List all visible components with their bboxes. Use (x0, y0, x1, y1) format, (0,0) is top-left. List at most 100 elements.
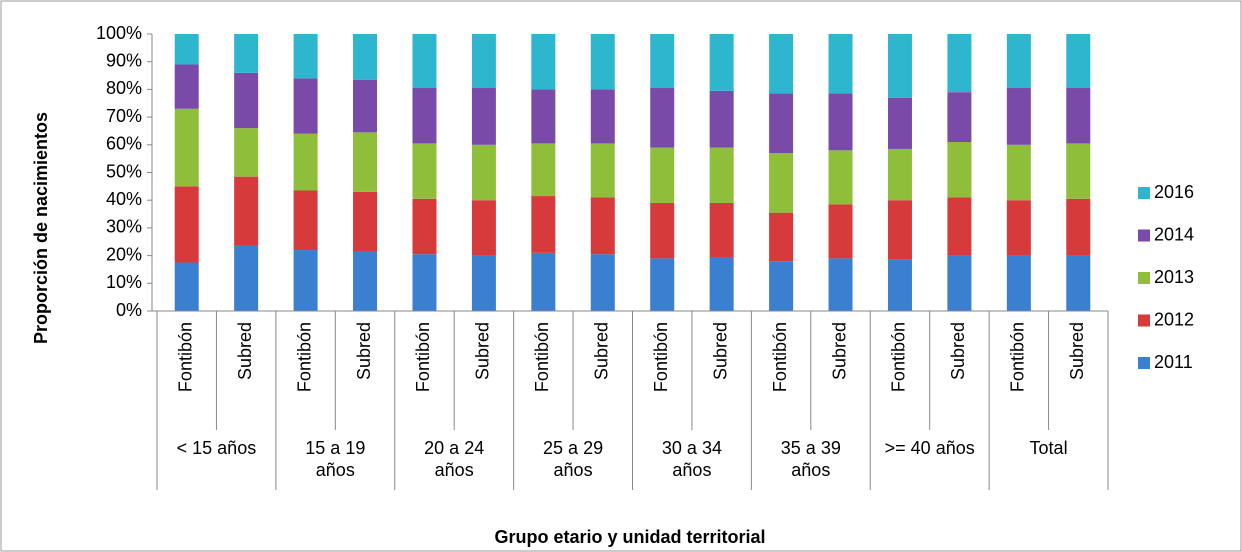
bar-segment (887, 97, 912, 149)
legend-swatch (1138, 314, 1150, 327)
bar-segment (590, 34, 615, 90)
bar-segment (471, 88, 496, 145)
bar-segment (174, 64, 199, 109)
bar-segment (531, 34, 556, 90)
legend-swatch (1138, 272, 1150, 284)
legend-label: 2013 (1154, 267, 1194, 287)
bar-segment (293, 78, 318, 134)
bar-segment (828, 93, 853, 151)
bar-segment (769, 153, 794, 213)
bar-segment (887, 34, 912, 98)
legend-label: 2014 (1154, 224, 1194, 244)
x-tick-label: Subred (710, 322, 730, 380)
y-tick-label: 0% (116, 300, 142, 320)
bar-segment (1066, 255, 1091, 311)
bar-segment (887, 148, 912, 201)
bar-segment (709, 256, 734, 311)
bar-segment (1066, 198, 1091, 256)
bar-segment (650, 258, 675, 311)
bar-segment (293, 190, 318, 251)
bar-segment (1006, 144, 1031, 201)
bar-segment (1066, 143, 1091, 199)
bar-segment (174, 108, 199, 187)
y-tick-label: 30% (106, 217, 142, 237)
bar-segment (293, 250, 318, 311)
bar-segment (531, 143, 556, 197)
bar-segment (293, 34, 318, 79)
bar-segment (234, 245, 259, 311)
x-tick-label: Fontibón (532, 322, 552, 392)
bar-segment (234, 176, 259, 246)
bar-segment (353, 34, 378, 80)
x-tick-label: Fontibón (770, 322, 790, 392)
bar-segment (709, 202, 734, 257)
bar-segment (353, 132, 378, 192)
bar-segment (947, 255, 972, 311)
bar-segment (769, 261, 794, 311)
y-tick-label: 20% (106, 244, 142, 264)
legend-label: 2016 (1154, 182, 1194, 202)
bar-segment (1006, 255, 1031, 311)
legend-swatch (1138, 187, 1150, 199)
x-tick-label: Fontibón (294, 322, 314, 392)
bar-segment (1006, 34, 1031, 89)
x-tick-label: Subred (354, 322, 374, 380)
bar-segment (471, 200, 496, 256)
group-label: 30 a 34 años (661, 438, 722, 480)
bar-segment (412, 34, 437, 89)
bar-segment (412, 143, 437, 199)
x-tick-label: Fontibón (889, 322, 909, 392)
y-tick-label: 80% (106, 78, 142, 98)
bar-segment (531, 89, 556, 144)
bar-segment (709, 34, 734, 91)
bar-segment (947, 92, 972, 143)
bar-segment (293, 133, 318, 191)
bar-segment (828, 150, 853, 205)
y-tick-label: 50% (106, 161, 142, 181)
group-label: < 15 años (176, 438, 257, 458)
y-tick-label: 60% (106, 134, 142, 154)
bar-segment (590, 197, 615, 255)
bar-segment (947, 34, 972, 93)
group-label: >= 40 años (884, 438, 975, 458)
legend-swatch (1138, 229, 1150, 242)
bar-segment (947, 142, 972, 198)
group-label: Total (1029, 438, 1068, 458)
bar-segment (650, 34, 675, 89)
bar-segment (174, 262, 199, 311)
bar-segment (531, 252, 556, 311)
x-tick-label: Fontibón (175, 322, 195, 392)
group-label: 15 a 19 años (305, 438, 366, 480)
bar-segment (828, 258, 853, 311)
bar-segment (353, 79, 378, 133)
y-axis-title: Proporción de nacimientos (31, 112, 51, 344)
bar-segment (828, 204, 853, 259)
bar-segment (590, 143, 615, 198)
bar-segment (412, 254, 437, 311)
bar-segment (590, 89, 615, 144)
bar-segment (650, 147, 675, 203)
x-tick-label: Subred (235, 322, 255, 380)
bar-segment (828, 34, 853, 94)
bar-segment (531, 196, 556, 253)
bar-segment (1006, 200, 1031, 256)
bar-segment (650, 202, 675, 259)
x-tick-label: Subred (1067, 322, 1087, 380)
x-tick-label: Fontibón (651, 322, 671, 392)
group-label: 35 a 39 años (780, 438, 841, 480)
bar-segment (353, 251, 378, 311)
x-tick-label: Subred (473, 322, 493, 380)
bar-segment (174, 186, 199, 263)
bar-segment (769, 93, 794, 154)
bar-segment (234, 34, 259, 73)
bar-segment (590, 254, 615, 311)
bar-segment (887, 259, 912, 311)
group-label: 25 a 29 años (543, 438, 604, 480)
bar-segment (769, 212, 794, 262)
bar-segment (234, 72, 259, 129)
y-tick-label: 10% (106, 272, 142, 292)
bar-segment (174, 34, 199, 65)
